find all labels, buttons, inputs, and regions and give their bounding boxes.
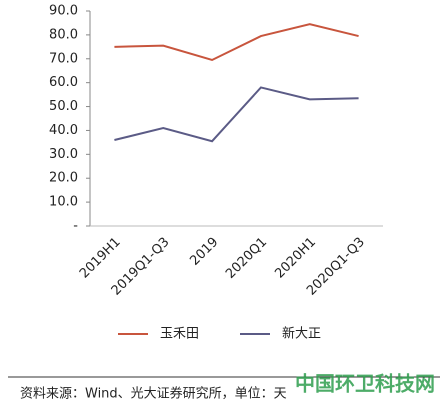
- legend-label: 新大正: [282, 326, 321, 342]
- x-tick-label: 2020Q1: [223, 235, 270, 282]
- y-tick-label: 10.0: [49, 195, 78, 210]
- x-tick-label: 2019: [187, 235, 221, 269]
- y-tick-label: 20.0: [49, 171, 78, 186]
- series-line: [114, 86, 359, 143]
- y-tick-label: 70.0: [49, 51, 78, 66]
- series-line: [114, 23, 359, 62]
- y-tick-label: -: [73, 219, 78, 234]
- legend-label: 玉禾田: [160, 327, 199, 342]
- y-tick-label: 50.0: [49, 99, 78, 114]
- y-tick-label: 60.0: [49, 75, 78, 90]
- x-tick-label: 2020H1: [272, 235, 319, 282]
- x-tick-label: 2019H1: [77, 235, 124, 282]
- y-tick-label: 90.0: [49, 4, 78, 19]
- y-tick-label: 40.0: [49, 123, 78, 138]
- watermark: 中国环卫科技网: [295, 372, 435, 396]
- source-note: 资料来源：Wind、光大证券研究所，单位：天: [20, 386, 287, 402]
- y-tick-label: 80.0: [49, 27, 78, 42]
- y-tick-label: 30.0: [49, 147, 78, 162]
